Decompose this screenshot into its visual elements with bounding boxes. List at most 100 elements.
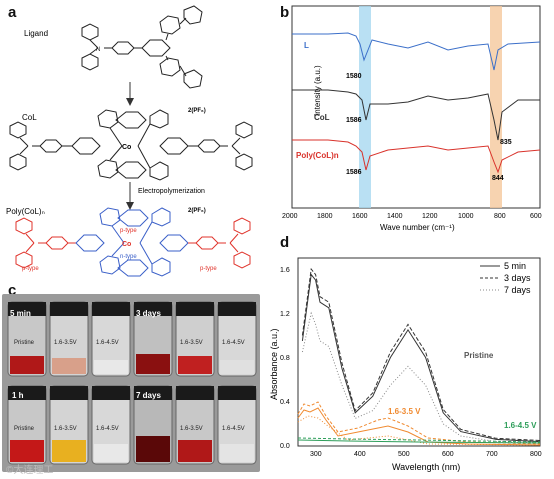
series-high-solid [297,439,541,444]
vial-label: 1.6-3.5V [54,340,77,346]
vial-label: 1.6-3.5V [54,426,77,432]
uv-ytick: 1.2 [280,311,290,318]
col-structure [9,109,253,181]
legend-3days: 3 days [504,273,531,283]
ann-844: 844 [492,175,504,182]
vial-liquid [220,360,254,374]
ftir-ylabel: Intensity (a.u.) [313,65,322,116]
series-L-label: L [304,41,309,50]
ligand-structure: N [81,5,203,89]
vial-label: 1.6-4.5V [96,426,119,432]
band-1580 [359,6,371,208]
vial-label: 1.6-4.5V [96,340,119,346]
ptype-left-label: p-type [22,266,39,272]
uv-xtick: 600 [442,451,454,458]
vial-cap [176,302,214,316]
vial-group-5min: 5 min Pristine 1.6-3.5V 1.6-4.5V [7,301,131,377]
svg-text:N: N [96,47,100,53]
ftir-xtick: 1800 [317,213,333,220]
ann-pristine: Pristine [464,351,494,360]
uv-xtick: 700 [486,451,498,458]
ftir-xtick: 600 [530,213,542,220]
vial-cap [8,386,46,400]
vial-label: 1.6-3.5V [180,340,203,346]
uv-ytick: 0.8 [280,355,290,362]
uv-xtick: 800 [530,451,542,458]
col-metal: Co [122,144,131,151]
panel-a-label: a [8,4,17,21]
ptype-center-label: p-type [120,228,137,234]
ann-835: 835 [500,139,512,146]
vial-liquid [220,444,254,462]
uv-series-group [301,267,541,444]
uv-xtick: 300 [310,451,322,458]
vial-label: Pristine [14,340,35,346]
poly-right-arm [188,217,251,269]
uv-yticks: 0.0 0.4 0.8 1.2 1.6 [280,267,290,450]
vial-cap [176,386,214,400]
series-L [292,32,541,71]
ftir-plot-frame [291,5,541,209]
uv-series-7-days [301,311,541,444]
ftir-xtick: 1000 [458,213,474,220]
vial-cap [92,386,130,400]
ftir-xtick: 1200 [422,213,438,220]
ftir-xtick: 800 [494,213,506,220]
panel-b: b L CoL Poly(CoL)n 1580 1586 1586 835 84… [268,0,554,232]
ntype-center-label: n-type [120,254,137,260]
vial-cap [134,302,172,316]
vial-cap [8,302,46,316]
poly-core [75,207,189,277]
panel-a: a Ligand N CoL 2(PF₆) [0,0,262,290]
vial-cap [92,302,130,316]
vial-liquid [94,444,128,462]
vial-liquid [178,356,212,374]
panel-b-label: b [280,4,290,21]
ann-1586-poly: 1586 [346,169,362,176]
series-Poly-label: Poly(CoL)n [296,151,339,160]
poly-left-arm [15,217,76,269]
series-CoL [292,89,540,141]
series-CoL-label: CoL [314,113,330,122]
vial-label: 1.6-3.5V [180,426,203,432]
ptype-right-label: p-type [200,266,217,272]
uv-ylabel: Absorbance (a.u.) [269,328,279,400]
ligand-label: Ligand [24,29,48,38]
vial-liquid [94,360,128,374]
vial-label: Pristine [14,426,35,432]
ann-mid: 1.6-3.5 V [388,407,421,416]
poly-salt: 2(PF₆) [188,208,206,214]
vial-label: 1.6-4.5V [222,340,245,346]
legend-7days: 7 days [504,285,531,295]
series-high-dash [297,437,541,443]
uv-xtick: 400 [354,451,366,458]
ann-1580: 1580 [346,73,362,80]
vial-cap [218,302,256,316]
series-mid-dash [297,401,541,445]
chemistry-scheme: Ligand N CoL 2(PF₆) [6,5,253,277]
ftir-xtick: 2000 [282,213,298,220]
uv-xlabel: Wavelength (nm) [392,462,460,472]
uv-chart: 5 min 3 days 7 days Pristine 1.6-3.5 V 1… [269,257,542,472]
vial-cap [134,386,172,400]
electropolymerization-label: Electropolymerization [138,188,205,195]
col-salt: 2(PF₆) [188,108,206,114]
vial-label: 1.6-4.5V [222,426,245,432]
ftir-xtick: 1400 [387,213,403,220]
vial-cap [218,386,256,400]
vial-group-3days: 3 days 1.6-3.5V 1.6-4.5V [133,301,257,377]
time-label-1h: 1 h [12,391,24,400]
uv-xticks: 300 400 500 600 700 800 [310,451,542,458]
legend-5min: 5 min [504,261,526,271]
vial-liquid [10,356,44,374]
vial-liquid [52,358,86,374]
panel-d-label: d [280,234,290,251]
poly-label: Poly(CoL)ₙ [6,207,45,216]
ftir-xticks: 2000 1800 1600 1400 1200 1000 800 600 [282,213,542,220]
uv-ytick: 0.0 [280,443,290,450]
vial-cap [50,386,88,400]
vial-liquid [136,354,170,374]
poly-metal: Co [122,241,131,248]
band-840 [490,6,502,208]
uv-series-5-min [301,273,541,443]
